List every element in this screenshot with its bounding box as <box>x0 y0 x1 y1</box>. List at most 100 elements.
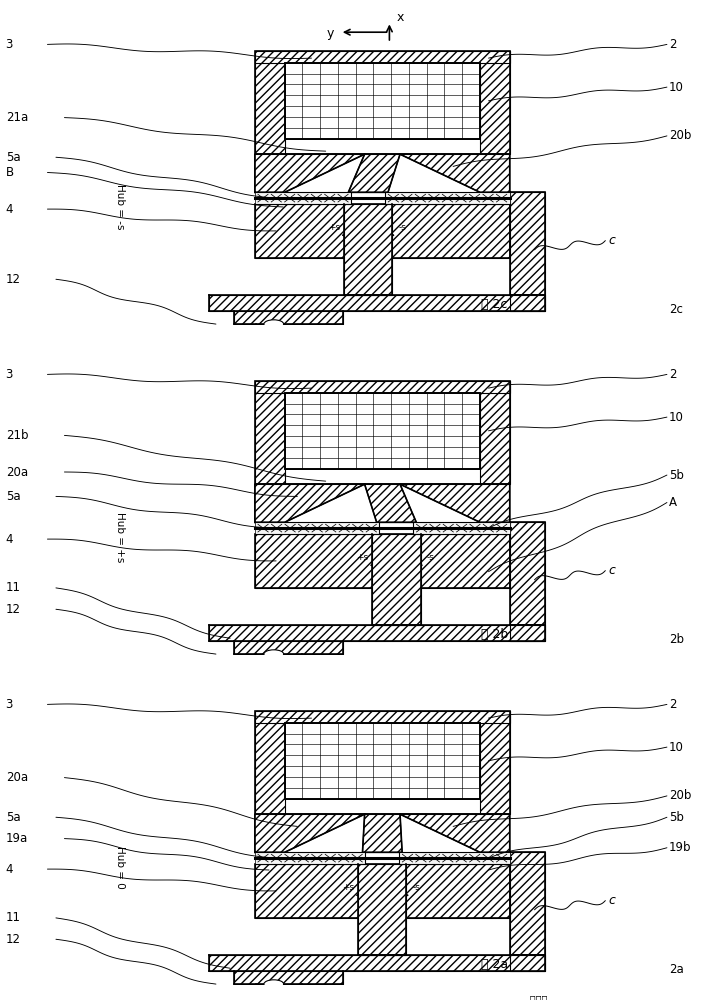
Text: Hub = -s: Hub = -s <box>115 184 125 230</box>
Bar <box>344 204 392 294</box>
Text: 2a: 2a <box>669 963 684 976</box>
Text: +s: +s <box>342 883 355 892</box>
Circle shape <box>264 980 284 988</box>
Text: 图 2b: 图 2b <box>481 628 508 641</box>
Bar <box>255 864 510 918</box>
Bar <box>285 63 480 139</box>
Text: 5b: 5b <box>669 811 684 824</box>
Bar <box>480 381 510 484</box>
Bar <box>385 192 510 204</box>
Bar <box>255 710 285 814</box>
Polygon shape <box>255 154 365 192</box>
Text: 5b: 5b <box>669 469 684 482</box>
Bar <box>510 852 545 954</box>
Text: 10: 10 <box>669 411 684 424</box>
Text: 5a: 5a <box>6 811 21 824</box>
Bar <box>209 624 545 641</box>
Text: A: A <box>669 496 677 509</box>
Text: -s: -s <box>398 223 406 232</box>
Polygon shape <box>362 814 402 852</box>
Text: 5a: 5a <box>6 151 21 164</box>
Bar <box>510 624 545 641</box>
Bar <box>256 654 302 664</box>
Bar <box>285 393 480 469</box>
Bar <box>510 192 545 294</box>
Bar <box>510 954 545 971</box>
Text: +s: +s <box>328 223 341 232</box>
Bar <box>209 294 545 311</box>
Text: 10: 10 <box>669 741 684 754</box>
Text: 20a: 20a <box>6 466 28 479</box>
Bar <box>255 522 379 534</box>
Text: 10: 10 <box>669 81 684 94</box>
Bar <box>255 50 285 154</box>
Bar <box>234 971 343 984</box>
Text: c: c <box>609 894 616 907</box>
Circle shape <box>264 650 284 658</box>
Text: 图 2a: 图 2a <box>481 958 508 971</box>
Bar <box>372 534 421 624</box>
Text: 2: 2 <box>669 368 677 381</box>
Text: 4: 4 <box>6 203 13 216</box>
Bar <box>255 204 510 258</box>
Text: x: x <box>396 11 404 24</box>
Text: 21b: 21b <box>6 429 28 442</box>
Bar <box>255 192 351 204</box>
Bar <box>209 954 545 971</box>
Bar <box>480 710 510 814</box>
Bar <box>256 984 302 994</box>
Circle shape <box>264 320 284 328</box>
Text: 5a: 5a <box>6 490 21 503</box>
Bar <box>285 723 480 799</box>
Bar <box>255 381 285 484</box>
Polygon shape <box>400 484 510 522</box>
Text: 图 2c: 图 2c <box>481 298 508 311</box>
Bar <box>255 710 510 814</box>
Bar <box>510 294 545 311</box>
Text: y: y <box>327 27 334 40</box>
Polygon shape <box>255 484 365 522</box>
Bar <box>285 63 480 139</box>
Text: 12: 12 <box>6 273 21 286</box>
Text: -s: -s <box>426 553 435 562</box>
Text: 21a: 21a <box>6 111 28 124</box>
Text: 20b: 20b <box>669 129 692 142</box>
Bar <box>256 324 302 334</box>
Bar <box>399 852 510 864</box>
Text: 3: 3 <box>6 698 13 711</box>
Text: 11: 11 <box>6 911 21 924</box>
Bar <box>255 710 510 723</box>
Text: 19b: 19b <box>669 841 692 854</box>
Bar <box>255 381 510 484</box>
Polygon shape <box>348 154 400 192</box>
Bar <box>285 393 480 469</box>
Text: c: c <box>609 234 616 247</box>
Bar <box>234 641 343 654</box>
Bar <box>358 864 406 954</box>
Text: 20a: 20a <box>6 771 28 784</box>
Bar <box>255 50 510 154</box>
Text: 2c: 2c <box>669 303 683 316</box>
Bar <box>510 522 545 624</box>
Bar <box>510 522 545 624</box>
Bar <box>255 50 510 63</box>
Text: 11: 11 <box>6 581 21 594</box>
Text: 3: 3 <box>6 368 13 381</box>
Polygon shape <box>400 154 510 192</box>
Text: B: B <box>6 166 13 179</box>
Bar <box>413 522 510 534</box>
Text: 2b: 2b <box>669 633 684 646</box>
Text: 4: 4 <box>6 533 13 546</box>
Text: 12: 12 <box>6 603 21 616</box>
Text: 3: 3 <box>6 38 13 51</box>
Bar <box>510 192 545 294</box>
Text: 20b: 20b <box>669 789 692 802</box>
Bar <box>234 311 343 324</box>
Polygon shape <box>255 814 365 852</box>
Text: 12: 12 <box>6 933 21 946</box>
Text: Hub = +s: Hub = +s <box>115 512 125 562</box>
Text: Hub = 0: Hub = 0 <box>115 846 125 888</box>
Bar <box>255 852 365 864</box>
Text: -s: -s <box>412 883 421 892</box>
Text: —永磁体: —永磁体 <box>520 994 548 1000</box>
